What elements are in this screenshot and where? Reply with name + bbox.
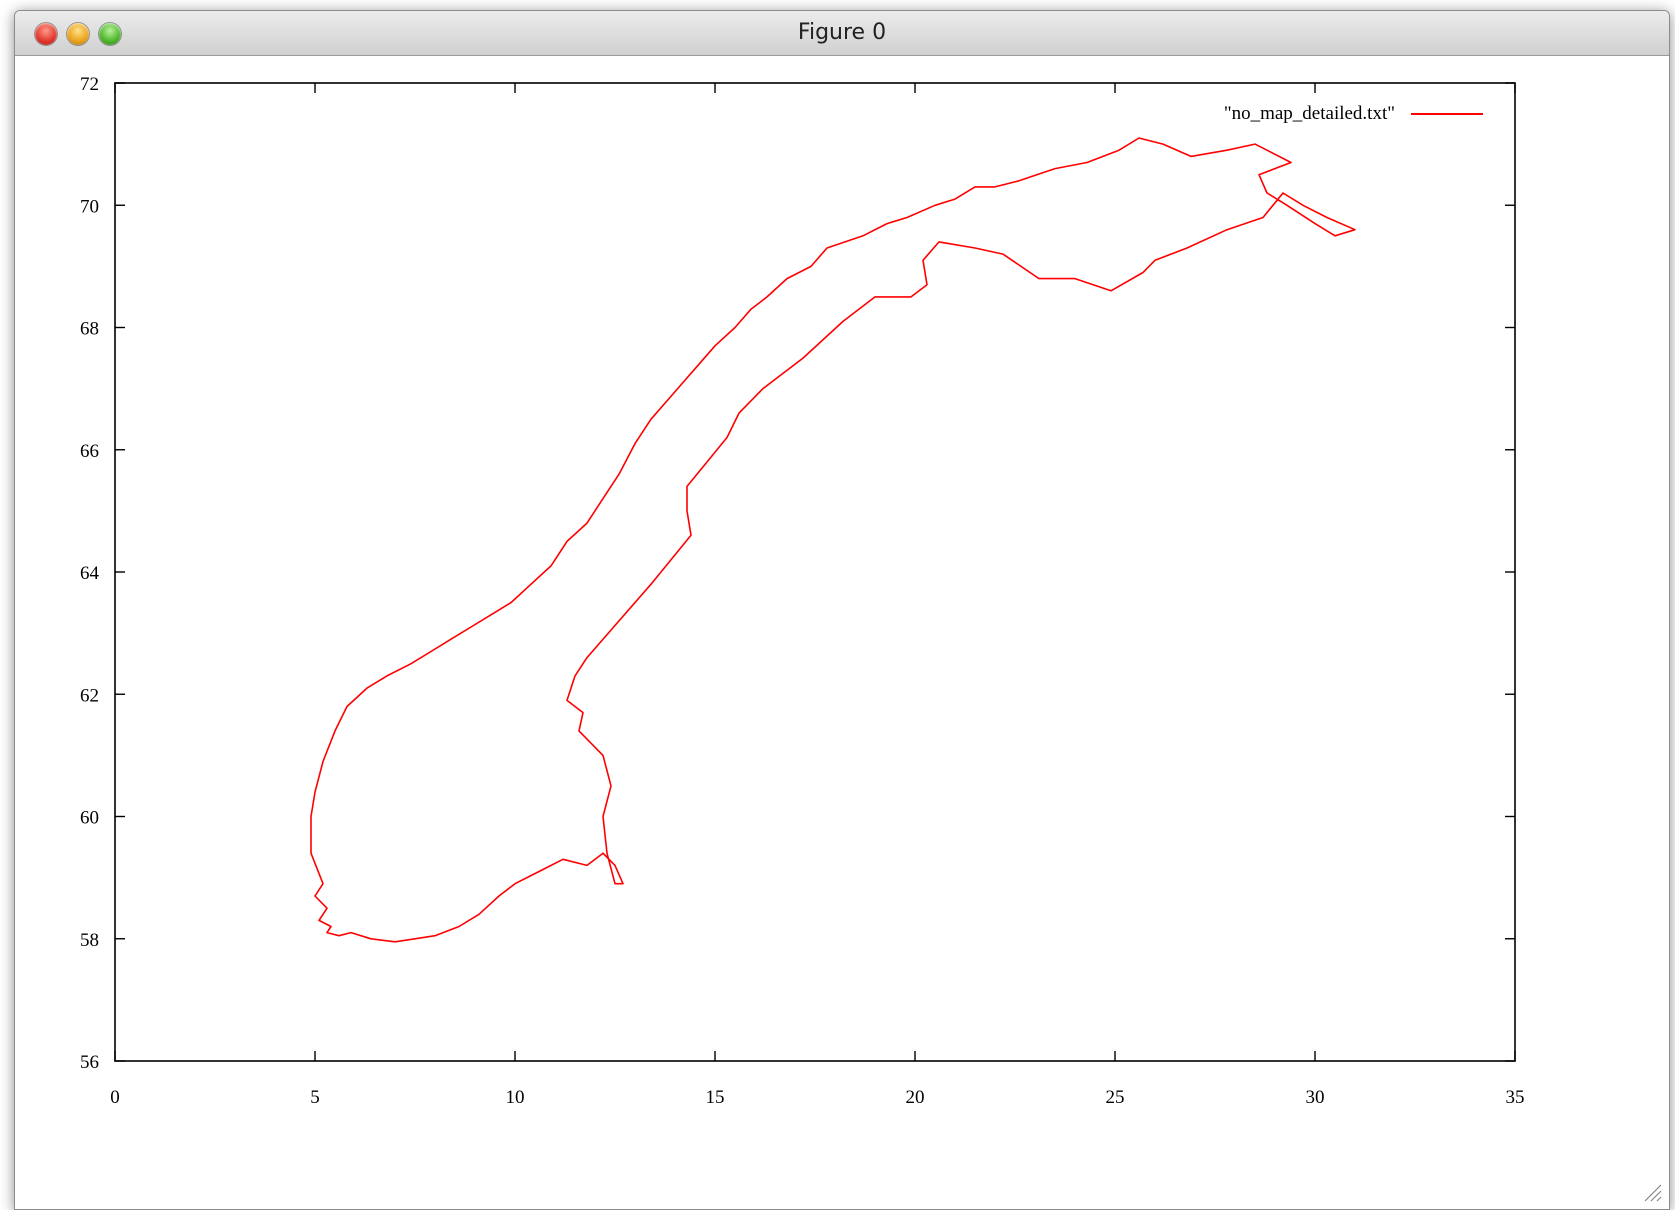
plot-area: 0 5 10 15 20 25 30 35 56 58 60 62 64 66 68 70 72 "no_ma… xyxy=(15,56,1669,1209)
x-tick-label: 25 xyxy=(1106,1087,1125,1108)
y-tick-label: 58 xyxy=(80,930,99,951)
minimize-button[interactable] xyxy=(67,23,89,45)
y-tick-label: 60 xyxy=(80,808,99,829)
y-tick-label: 72 xyxy=(80,74,99,95)
window-title: Figure 0 xyxy=(797,20,887,45)
x-tick-label: 10 xyxy=(506,1087,525,1108)
chart-svg: 0 5 10 15 20 25 30 35 56 58 60 62 64 66 68 70 72 "no_ma… xyxy=(80,74,1525,1108)
x-tick-label: 5 xyxy=(310,1087,320,1108)
x-tick-label: 20 xyxy=(906,1087,925,1108)
x-tick-label: 15 xyxy=(706,1087,725,1108)
title-bar[interactable]: Figure 0 xyxy=(15,11,1669,56)
plot-frame xyxy=(114,82,1516,1062)
resize-grip-icon[interactable] xyxy=(1639,1179,1663,1203)
close-button[interactable] xyxy=(35,23,57,45)
legend: "no_map_detailed.txt" xyxy=(1224,103,1483,124)
y-tick-label: 68 xyxy=(80,319,99,340)
y-tick-label: 70 xyxy=(80,196,99,217)
y-tick-label: 66 xyxy=(80,441,99,462)
x-tick-label: 30 xyxy=(1306,1087,1325,1108)
y-tick-label: 62 xyxy=(80,685,99,706)
zoom-button[interactable] xyxy=(99,23,121,45)
y-tick-label: 64 xyxy=(80,563,100,584)
x-axis: 0 5 10 15 20 25 30 35 xyxy=(110,83,1525,1108)
y-tick-label: 56 xyxy=(80,1052,99,1073)
legend-label: "no_map_detailed.txt" xyxy=(1224,103,1395,124)
x-tick-label: 0 xyxy=(110,1087,120,1108)
x-tick-label: 35 xyxy=(1506,1087,1525,1108)
series-line-no-map xyxy=(310,137,1356,943)
y-axis: 56 58 60 62 64 66 68 70 72 xyxy=(80,74,1515,1073)
figure-window: Figure 0 0 5 10 15 20 25 30 35 56 58 60 62 64 66 68 70… xyxy=(14,10,1670,1210)
